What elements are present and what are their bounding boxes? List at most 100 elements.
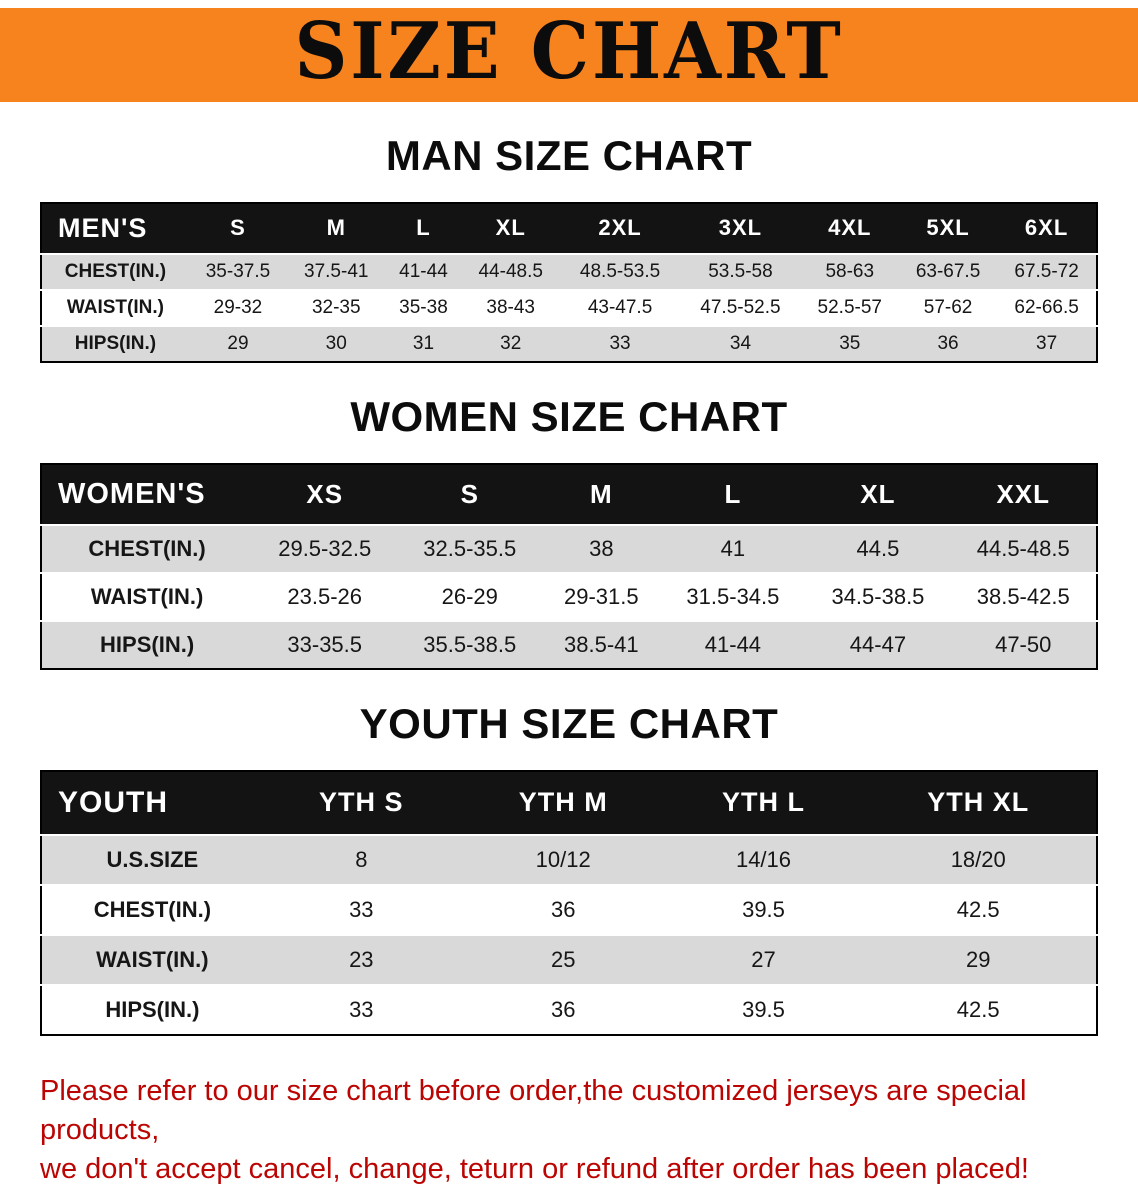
disclaimer-line-1: Please refer to our size chart before or… — [40, 1074, 1027, 1146]
youth-size-table: YOUTH YTH S YTH M YTH L YTH XL U.S.SIZE 8 10/12… — [40, 769, 1098, 1036]
youth-size-section: YOUTH SIZE CHART YOUTH YTH S YTH M YTH L YTH… — [0, 700, 1138, 1036]
value-cell: 38.5-41 — [564, 631, 639, 657]
value-cell: 34.5-38.5 — [831, 583, 925, 609]
row-label-cell: HIPS(IN.) — [105, 996, 200, 1022]
value-cell: 10/12 — [535, 846, 591, 872]
row-label-cell: HIPS(IN.) — [74, 332, 157, 354]
size-header-cell: 3XL — [718, 215, 763, 241]
value-cell: 41-44 — [399, 260, 448, 282]
size-header-cell: XS — [306, 478, 344, 509]
value-cell: 38-43 — [486, 296, 536, 318]
table-row: HIPS(IN.) 29 30 31 32 33 34 35 36 37 — [41, 325, 1097, 362]
value-cell: 37 — [1036, 332, 1058, 354]
row-label-cell: CHEST(IN.) — [88, 535, 206, 561]
row-label-cell: CHEST(IN.) — [93, 896, 212, 922]
value-cell: 42.5 — [956, 896, 1000, 922]
size-header-cell: L — [724, 478, 742, 509]
value-cell: 30 — [325, 332, 347, 354]
value-cell: 62-66.5 — [1014, 296, 1079, 318]
value-cell: 67.5-72 — [1014, 260, 1079, 282]
row-label-cell: HIPS(IN.) — [100, 631, 195, 657]
row-label-cell: CHEST(IN.) — [64, 260, 167, 282]
table-row: U.S.SIZE 8 10/12 14/16 18/20 — [41, 834, 1097, 885]
size-header-cell: YTH XL — [927, 787, 1030, 818]
value-cell: 23 — [349, 946, 374, 972]
size-header-cell: XL — [860, 478, 896, 509]
value-cell: 29 — [965, 946, 991, 972]
youth-section-heading: YOUTH SIZE CHART — [359, 699, 779, 747]
value-cell: 34 — [729, 332, 752, 354]
value-cell: 35 — [839, 332, 861, 354]
value-cell: 36 — [937, 332, 959, 354]
disclaimer-line-2: we don't accept cancel, change, teturn o… — [40, 1152, 1029, 1185]
size-header-cell: 6XL — [1024, 215, 1069, 241]
size-header-cell: XL — [495, 215, 526, 241]
table-row: WAIST(IN.) 23.5-26 26-29 29-31.5 31.5-34.5 34… — [41, 572, 1097, 621]
value-cell: 33 — [349, 896, 374, 922]
size-header-cell: 5XL — [926, 215, 970, 241]
size-header-cell: S — [460, 478, 479, 509]
size-header-cell: L — [416, 215, 431, 241]
value-cell: 29 — [227, 332, 249, 354]
size-header-cell: M — [589, 478, 613, 509]
value-cell: 33 — [609, 332, 631, 354]
value-cell: 26-29 — [441, 583, 498, 609]
value-cell: 35-37.5 — [205, 260, 271, 282]
value-cell: 36 — [550, 896, 576, 922]
table-title-cell: YOUTH — [58, 785, 168, 819]
value-cell: 41-44 — [704, 631, 762, 657]
value-cell: 18/20 — [950, 846, 1006, 872]
table-row: HIPS(IN.) 33-35.5 35.5-38.5 38.5-41 41-44 44-… — [41, 620, 1097, 669]
value-cell: 38.5-42.5 — [976, 583, 1070, 609]
value-cell: 31.5-34.5 — [686, 583, 780, 609]
value-cell: 57-62 — [923, 296, 973, 318]
row-label-cell: WAIST(IN.) — [96, 946, 209, 972]
value-cell: 44.5 — [856, 535, 900, 561]
table-row: CHEST(IN.) 29.5-32.5 32.5-35.5 38 41 44.5 44.5… — [41, 524, 1097, 573]
value-cell: 33-35.5 — [287, 631, 363, 657]
women-section-heading: WOMEN SIZE CHART — [350, 392, 788, 440]
value-cell: 29.5-32.5 — [278, 535, 372, 561]
value-cell: 42.5 — [956, 996, 1000, 1022]
value-cell: 44.5-48.5 — [976, 535, 1070, 561]
value-cell: 53.5-58 — [708, 260, 773, 282]
value-cell: 35.5-38.5 — [423, 631, 517, 657]
value-cell: 29-31.5 — [564, 583, 639, 609]
value-cell: 48.5-53.5 — [579, 260, 661, 282]
table-row: WAIST(IN.) 23 25 27 29 — [41, 934, 1097, 985]
men-section-heading: MAN SIZE CHART — [385, 131, 753, 179]
row-label-cell: WAIST(IN.) — [66, 296, 164, 318]
value-cell: 37.5-41 — [304, 260, 369, 282]
value-cell: 44-48.5 — [478, 260, 543, 282]
value-cell: 14/16 — [735, 846, 792, 872]
table-title-cell: WOMEN'S — [58, 477, 206, 510]
men-size-table: MEN'S S M L XL 2XL 3XL 4XL 5XL 6XL CHEST(IN.) 35-37… — [40, 201, 1098, 363]
value-cell: 31 — [412, 332, 435, 354]
table-row: CHEST(IN.) 35-37.5 37.5-41 41-44 44-48.5 48.5… — [41, 253, 1097, 290]
table-header-row: MEN'S S M L XL 2XL 3XL 4XL 5XL 6XL — [41, 202, 1097, 254]
size-header-cell: S — [230, 215, 246, 241]
value-cell: 41 — [720, 535, 746, 561]
value-cell: 36 — [550, 996, 576, 1022]
page-title: SIZE CHART — [294, 6, 844, 97]
value-cell: 35-38 — [399, 296, 448, 318]
table-header-row: YOUTH YTH S YTH M YTH L YTH XL — [41, 770, 1097, 835]
value-cell: 32 — [500, 332, 522, 354]
size-header-cell: 2XL — [598, 215, 642, 241]
table-row: WAIST(IN.) 29-32 32-35 35-38 38-43 43-47.5 47.… — [41, 289, 1097, 326]
value-cell: 33 — [349, 996, 374, 1022]
value-cell: 52.5-57 — [817, 296, 882, 318]
men-size-section: MAN SIZE CHART MEN'S S M L XL 2XL 3XL 4XL 5XL 6XL… — [0, 132, 1138, 363]
women-size-section: WOMEN SIZE CHART WOMEN'S XS S M L XL XXL CHEST(… — [0, 393, 1138, 670]
women-size-table: WOMEN'S XS S M L XL XXL CHEST(IN.) 29.5-32.5 32.5… — [40, 462, 1098, 670]
row-label-cell: U.S.SIZE — [106, 846, 199, 872]
size-header-cell: YTH S — [319, 787, 404, 818]
value-cell: 29-32 — [213, 296, 263, 318]
value-cell: 39.5 — [742, 996, 785, 1022]
table-row: HIPS(IN.) 33 36 39.5 42.5 — [41, 984, 1097, 1035]
value-cell: 38 — [589, 535, 614, 561]
value-cell: 25 — [550, 946, 576, 972]
value-cell: 32-35 — [311, 296, 361, 318]
value-cell: 39.5 — [742, 896, 785, 922]
size-header-cell: YTH M — [518, 787, 608, 818]
